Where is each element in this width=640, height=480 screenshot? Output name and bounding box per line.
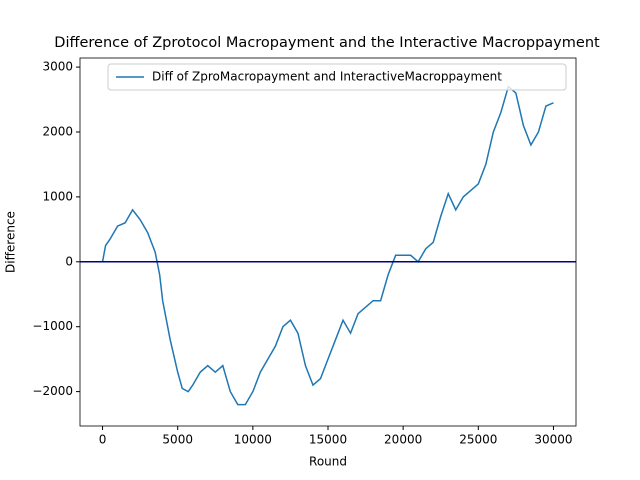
x-tick-label: 25000 (459, 433, 497, 447)
y-tick-label: −2000 (32, 384, 73, 398)
x-tick-label: 10000 (234, 433, 272, 447)
y-tick-label: 3000 (42, 60, 73, 74)
y-tick-label: 0 (65, 254, 73, 268)
y-axis-label: Difference (4, 211, 18, 273)
x-axis-label: Round (309, 455, 347, 469)
plot-frame (79, 57, 577, 427)
data-line (101, 85, 554, 406)
legend-label: Diff of ZproMacropayment and Interactive… (152, 70, 502, 84)
y-tick-label: 1000 (42, 189, 73, 203)
x-tick-label: 0 (99, 433, 107, 447)
x-tick-label: 5000 (162, 433, 193, 447)
x-tick-label: 20000 (384, 433, 422, 447)
legend-box (107, 63, 567, 91)
x-tick-label: 15000 (309, 433, 347, 447)
x-tick-label: 30000 (534, 433, 572, 447)
y-tick-label: 2000 (42, 124, 73, 138)
chart-title: Difference of Zprotocol Macropayment and… (54, 35, 600, 51)
y-tick-label: −1000 (32, 319, 73, 333)
